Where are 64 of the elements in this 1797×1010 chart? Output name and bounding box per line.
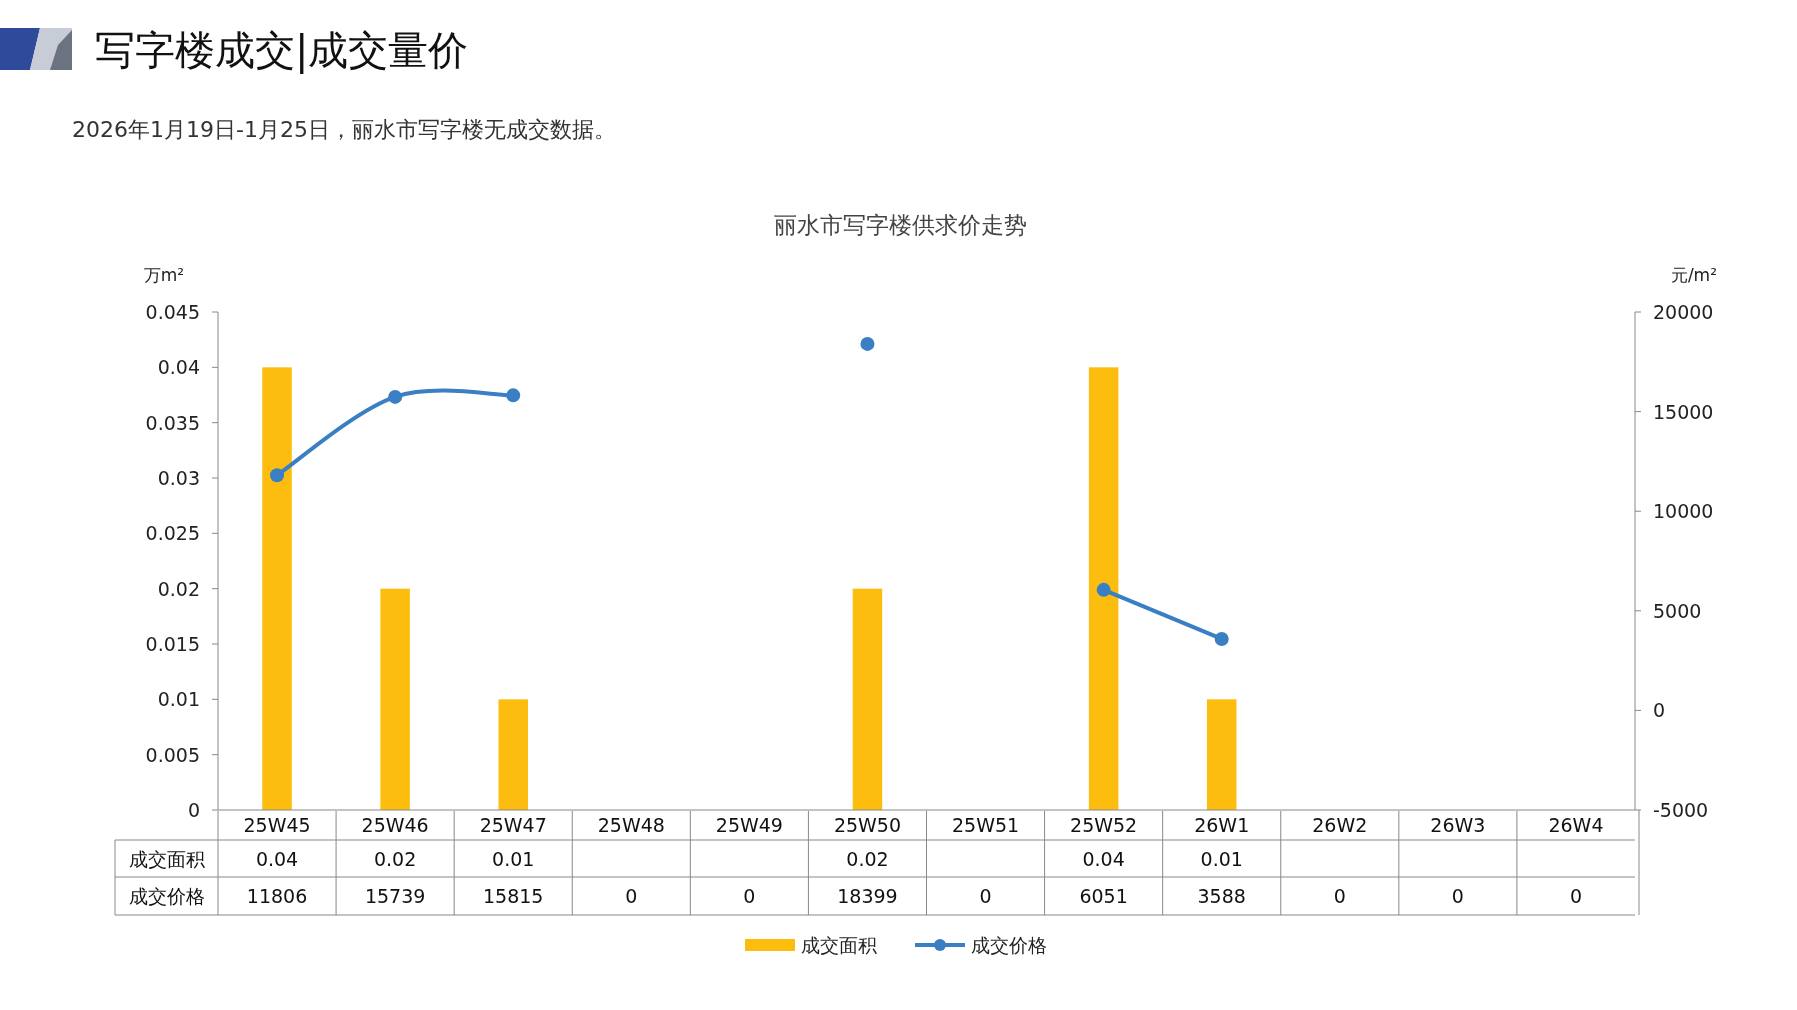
data-label: 18399 bbox=[837, 885, 898, 907]
y2-tick-label: 15000 bbox=[1653, 400, 1714, 423]
x-tick-label: 25W46 bbox=[361, 814, 429, 836]
point bbox=[1096, 582, 1111, 597]
bar bbox=[1206, 699, 1237, 810]
y2-tick-label: 20000 bbox=[1653, 301, 1714, 323]
x-tick-label: 25W47 bbox=[479, 814, 547, 836]
data-label: 0.02 bbox=[373, 847, 417, 870]
x-tick-label: 26W2 bbox=[1312, 814, 1368, 836]
x-tick-label: 25W45 bbox=[243, 814, 311, 836]
x-tick-label: 26W4 bbox=[1548, 814, 1604, 836]
x-tick-label: 25W52 bbox=[1070, 814, 1138, 836]
y-tick-label: 0.035 bbox=[145, 411, 200, 434]
data-label: 0.04 bbox=[255, 847, 299, 870]
text: 写字楼成交|成交量价 bbox=[95, 27, 469, 74]
text: 成交价格 bbox=[128, 885, 205, 907]
text: 0 bbox=[1333, 885, 1346, 907]
x-tick-label: 26W1 bbox=[1194, 814, 1250, 836]
y-tick-label: 0.015 bbox=[145, 633, 200, 655]
bar bbox=[262, 367, 292, 810]
data-label: 11806 bbox=[246, 885, 308, 907]
y2-tick-label: 10000 bbox=[1653, 500, 1714, 523]
y2-tick-label: 5000 bbox=[1653, 599, 1702, 622]
x-tick-label: 26W3 bbox=[1430, 814, 1486, 836]
y2-tick-label: -5000 bbox=[1653, 799, 1709, 821]
legend-label: 成交面积 bbox=[801, 934, 877, 956]
x-tick-label: 25W48 bbox=[597, 814, 665, 836]
y-tick-label: 0.025 bbox=[145, 522, 200, 545]
x-tick-label: 25W51 bbox=[951, 814, 1020, 836]
text: 2026年1月19日-1月25日，丽水市写字楼无成交数据。 bbox=[72, 116, 616, 142]
bar bbox=[380, 588, 410, 810]
data-label: 6051 bbox=[1079, 885, 1128, 907]
y-tick-label: 0 bbox=[187, 799, 200, 821]
data-label: 0.04 bbox=[1082, 847, 1125, 870]
data-label: 15815 bbox=[482, 885, 544, 907]
text: 成交面积 bbox=[128, 847, 205, 870]
y-tick-label: 0.03 bbox=[157, 467, 200, 489]
bar bbox=[498, 699, 528, 810]
y2-axis-title: 元/m² bbox=[1670, 265, 1717, 285]
y-tick-label: 0.005 bbox=[145, 743, 200, 766]
y-tick-label: 0.04 bbox=[157, 356, 200, 379]
bar bbox=[1088, 367, 1119, 810]
text: 0 bbox=[1569, 885, 1583, 907]
legend-label: 成交价格 bbox=[971, 934, 1047, 956]
point bbox=[1214, 631, 1229, 646]
x-tick-label: 25W50 bbox=[833, 814, 902, 836]
text: 0 bbox=[743, 885, 756, 907]
text: 0 bbox=[625, 885, 638, 907]
y-tick-label: 0.02 bbox=[157, 577, 200, 600]
y-axis-title: 万m² bbox=[143, 265, 184, 285]
data-label: 15739 bbox=[364, 885, 426, 907]
data-label: 0.02 bbox=[846, 847, 889, 870]
bar bbox=[852, 588, 883, 810]
y-tick-label: 0.01 bbox=[157, 688, 200, 711]
data-label: 3588 bbox=[1197, 885, 1246, 907]
y2-tick-label: 0 bbox=[1653, 699, 1666, 722]
data-label: 0.01 bbox=[1200, 847, 1243, 870]
text: 0 bbox=[979, 885, 992, 907]
y-tick-label: 0.045 bbox=[145, 301, 200, 323]
text: 0 bbox=[1451, 885, 1464, 907]
x-tick-label: 25W49 bbox=[715, 814, 783, 836]
chart-title: 丽水市写字楼供求价走势 bbox=[773, 212, 1027, 238]
point bbox=[860, 336, 875, 351]
data-label: 0.01 bbox=[492, 847, 535, 870]
